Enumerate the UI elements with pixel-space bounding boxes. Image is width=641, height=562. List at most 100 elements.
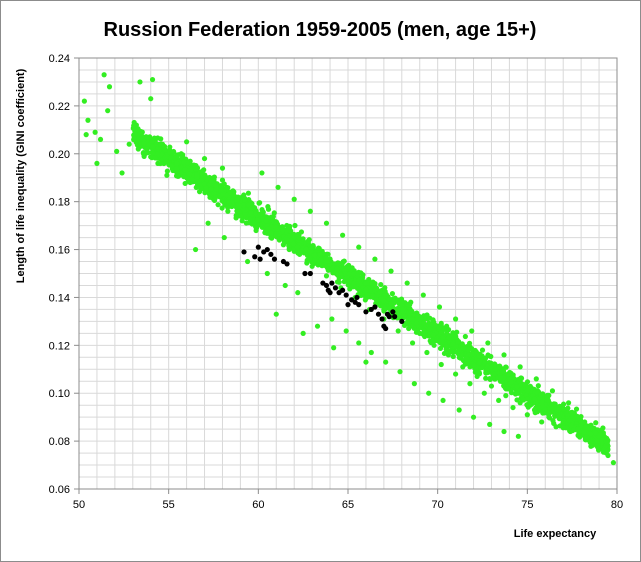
data-point-cloud	[467, 381, 473, 387]
data-point-cloud	[221, 234, 227, 241]
chart-title: Russion Federation 1959-2005 (men, age 1…	[104, 19, 537, 41]
data-point-cloud	[346, 277, 353, 284]
data-point-cloud	[516, 377, 522, 384]
data-point-cloud	[438, 361, 444, 368]
data-point-cloud	[574, 413, 580, 419]
data-point-cloud	[205, 220, 211, 226]
data-point-cloud	[144, 146, 150, 152]
data-point-cloud	[233, 215, 239, 221]
data-point-cloud	[186, 171, 193, 177]
data-point-highlight	[356, 302, 362, 308]
data-point-cloud	[420, 292, 426, 298]
data-point-cloud	[182, 167, 188, 173]
data-point-cloud	[265, 206, 272, 212]
data-point-cloud	[597, 432, 603, 438]
data-point-cloud	[167, 149, 173, 155]
x-tick-label: 60	[252, 499, 264, 511]
data-point-highlight	[372, 304, 378, 310]
data-point-cloud	[225, 208, 231, 214]
data-point-cloud	[383, 359, 389, 365]
data-point-cloud	[453, 344, 459, 350]
data-point-cloud	[225, 204, 231, 211]
data-point-cloud	[226, 200, 232, 206]
data-point-cloud	[286, 246, 292, 253]
data-point-cloud	[311, 252, 318, 259]
data-point-cloud	[240, 202, 247, 208]
data-point-cloud	[192, 246, 199, 253]
data-point-cloud	[483, 370, 489, 376]
data-point-cloud	[359, 274, 366, 280]
data-point-cloud	[269, 235, 275, 241]
data-point-highlight	[257, 256, 263, 262]
data-point-cloud	[194, 172, 200, 178]
data-point-cloud	[381, 305, 388, 312]
data-point-cloud	[524, 396, 530, 402]
data-point-cloud	[372, 256, 378, 262]
data-point-cloud	[263, 217, 269, 224]
data-point-cloud	[154, 145, 161, 152]
data-point-cloud	[453, 316, 459, 322]
data-point-cloud	[408, 308, 414, 314]
data-point-cloud	[508, 379, 514, 385]
data-point-cloud	[363, 286, 369, 292]
y-tick-label: 0.22	[49, 101, 70, 113]
data-point-cloud	[341, 258, 347, 264]
data-point-cloud	[282, 282, 288, 289]
data-point-cloud	[130, 125, 136, 131]
x-axis-label: Life expectancy	[514, 528, 597, 540]
data-point-cloud	[409, 323, 415, 329]
data-point-cloud	[421, 320, 427, 326]
data-point-cloud	[539, 399, 545, 405]
data-point-highlight	[345, 302, 351, 308]
data-point-cloud	[174, 160, 180, 166]
data-point-cloud	[158, 141, 164, 147]
data-point-cloud	[319, 263, 325, 269]
data-point-cloud	[604, 439, 610, 446]
data-point-cloud	[583, 424, 589, 430]
data-point-highlight	[386, 314, 392, 320]
data-point-cloud	[208, 186, 214, 193]
data-point-cloud	[234, 197, 240, 203]
data-point-highlight	[255, 244, 261, 250]
data-point-cloud	[575, 432, 581, 438]
data-point-cloud	[503, 364, 509, 370]
y-tick-label: 0.24	[49, 53, 70, 65]
data-point-highlight	[363, 309, 369, 315]
data-point-cloud	[510, 372, 516, 378]
data-point-cloud	[317, 252, 323, 258]
data-point-cloud	[354, 273, 361, 279]
data-point-highlight	[271, 256, 278, 262]
data-point-cloud	[149, 138, 155, 144]
data-point-cloud	[514, 383, 520, 390]
data-point-cloud	[505, 386, 511, 392]
data-point-cloud	[247, 216, 253, 222]
data-point-cloud	[503, 393, 509, 399]
y-tick-label: 0.16	[49, 245, 70, 257]
data-point-cloud	[524, 412, 530, 418]
data-point-cloud	[462, 333, 468, 340]
data-point-highlight	[383, 325, 389, 332]
data-point-cloud	[443, 343, 449, 350]
data-point-cloud	[143, 150, 149, 156]
data-point-cloud	[533, 376, 539, 382]
data-point-cloud	[234, 208, 240, 214]
data-point-cloud	[453, 333, 459, 340]
data-point-cloud	[202, 174, 208, 180]
data-point-cloud	[539, 403, 546, 409]
data-point-cloud	[172, 155, 178, 161]
data-point-cloud	[575, 426, 581, 432]
data-point-cloud	[565, 405, 571, 411]
data-point-cloud	[455, 339, 461, 345]
data-point-cloud	[388, 301, 394, 307]
data-point-cloud	[404, 280, 410, 286]
data-point-cloud	[447, 348, 454, 355]
data-point-highlight	[332, 285, 339, 291]
data-point-cloud	[517, 364, 523, 370]
data-point-cloud	[248, 209, 254, 215]
data-point-cloud	[336, 279, 342, 285]
data-point-cloud	[363, 359, 369, 365]
data-point-cloud	[290, 241, 296, 247]
data-point-cloud	[430, 332, 437, 338]
data-point-cloud	[551, 405, 557, 411]
